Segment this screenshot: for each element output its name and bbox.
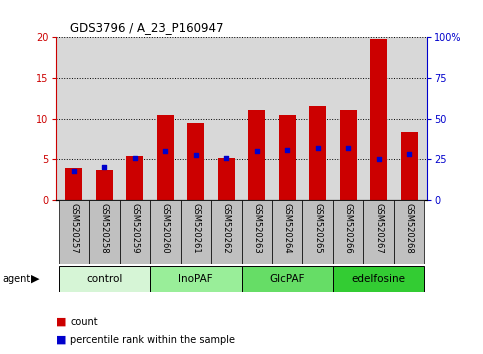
Bar	[218, 158, 235, 200]
Text: ▶: ▶	[31, 274, 40, 284]
Text: GSM520257: GSM520257	[70, 203, 78, 254]
Point	[161, 148, 169, 154]
Bar	[96, 170, 113, 200]
Text: control: control	[86, 274, 123, 284]
Point	[131, 155, 139, 160]
Text: GSM520262: GSM520262	[222, 203, 231, 254]
FancyBboxPatch shape	[150, 266, 242, 292]
Bar	[157, 115, 174, 200]
Text: GSM520260: GSM520260	[161, 203, 170, 254]
Text: GlcPAF: GlcPAF	[270, 274, 305, 284]
Bar	[127, 156, 143, 200]
Text: GSM520266: GSM520266	[344, 203, 353, 254]
Text: GSM520267: GSM520267	[374, 203, 383, 254]
Point	[222, 155, 230, 160]
Text: percentile rank within the sample: percentile rank within the sample	[70, 335, 235, 345]
FancyBboxPatch shape	[58, 266, 150, 292]
Text: ■: ■	[56, 317, 66, 327]
FancyBboxPatch shape	[58, 200, 89, 264]
Bar	[401, 132, 417, 200]
Point	[284, 148, 291, 153]
Bar	[279, 115, 296, 200]
FancyBboxPatch shape	[150, 200, 181, 264]
FancyBboxPatch shape	[242, 266, 333, 292]
FancyBboxPatch shape	[394, 200, 425, 264]
Point	[192, 152, 199, 158]
Point	[344, 145, 352, 151]
Text: GSM520261: GSM520261	[191, 203, 200, 254]
Point	[314, 145, 322, 151]
FancyBboxPatch shape	[211, 200, 242, 264]
Text: edelfosine: edelfosine	[352, 274, 406, 284]
Text: GSM520265: GSM520265	[313, 203, 322, 254]
Bar	[248, 110, 265, 200]
FancyBboxPatch shape	[120, 200, 150, 264]
Point	[253, 148, 261, 154]
FancyBboxPatch shape	[242, 200, 272, 264]
Bar	[187, 124, 204, 200]
Text: agent: agent	[2, 274, 30, 284]
Text: GDS3796 / A_23_P160947: GDS3796 / A_23_P160947	[70, 21, 224, 34]
FancyBboxPatch shape	[333, 266, 425, 292]
Text: GSM520263: GSM520263	[252, 203, 261, 254]
Point	[375, 156, 383, 162]
Text: GSM520258: GSM520258	[100, 203, 109, 254]
FancyBboxPatch shape	[333, 200, 363, 264]
Bar	[370, 39, 387, 200]
Point	[70, 168, 78, 173]
FancyBboxPatch shape	[363, 200, 394, 264]
Text: ■: ■	[56, 335, 66, 345]
Point	[100, 164, 108, 170]
Bar	[66, 168, 82, 200]
Point	[405, 151, 413, 156]
FancyBboxPatch shape	[89, 200, 120, 264]
FancyBboxPatch shape	[181, 200, 211, 264]
Text: GSM520268: GSM520268	[405, 203, 413, 254]
Text: count: count	[70, 317, 98, 327]
FancyBboxPatch shape	[272, 200, 302, 264]
Bar	[340, 110, 356, 200]
Text: GSM520264: GSM520264	[283, 203, 292, 254]
Bar	[309, 106, 326, 200]
FancyBboxPatch shape	[302, 200, 333, 264]
Text: InoPAF: InoPAF	[178, 274, 213, 284]
Text: GSM520259: GSM520259	[130, 203, 139, 254]
